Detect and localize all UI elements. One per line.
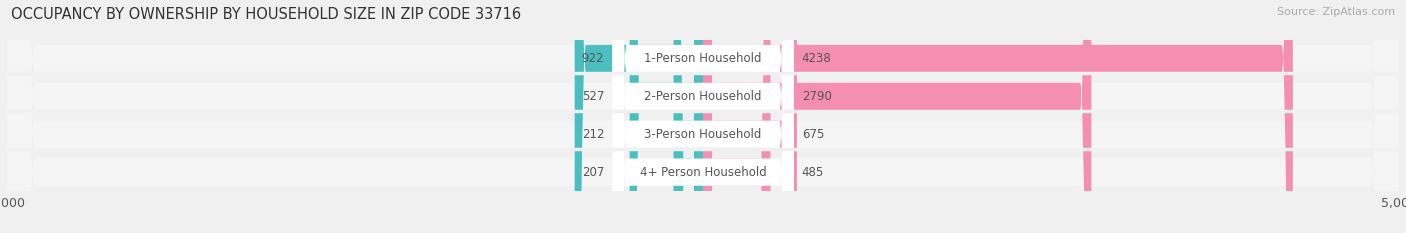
Text: 1-Person Household: 1-Person Household — [644, 52, 762, 65]
Text: 4238: 4238 — [801, 52, 831, 65]
FancyBboxPatch shape — [703, 0, 1091, 233]
FancyBboxPatch shape — [630, 0, 703, 233]
FancyBboxPatch shape — [673, 0, 703, 233]
FancyBboxPatch shape — [703, 0, 797, 233]
Text: 675: 675 — [801, 128, 824, 141]
Text: 485: 485 — [801, 166, 824, 179]
FancyBboxPatch shape — [613, 0, 793, 233]
Text: 207: 207 — [582, 166, 605, 179]
Text: 3-Person Household: 3-Person Household — [644, 128, 762, 141]
Text: OCCUPANCY BY OWNERSHIP BY HOUSEHOLD SIZE IN ZIP CODE 33716: OCCUPANCY BY OWNERSHIP BY HOUSEHOLD SIZE… — [11, 7, 522, 22]
FancyBboxPatch shape — [7, 0, 1399, 233]
Text: 922: 922 — [582, 52, 605, 65]
FancyBboxPatch shape — [7, 0, 1399, 233]
FancyBboxPatch shape — [613, 0, 793, 233]
Text: 212: 212 — [582, 128, 605, 141]
FancyBboxPatch shape — [613, 0, 793, 233]
FancyBboxPatch shape — [7, 0, 1399, 233]
Text: 2790: 2790 — [801, 90, 832, 103]
Text: 2-Person Household: 2-Person Household — [644, 90, 762, 103]
FancyBboxPatch shape — [613, 0, 793, 233]
FancyBboxPatch shape — [575, 0, 703, 233]
FancyBboxPatch shape — [7, 0, 1399, 233]
Text: Source: ZipAtlas.com: Source: ZipAtlas.com — [1277, 7, 1395, 17]
FancyBboxPatch shape — [703, 0, 1294, 233]
FancyBboxPatch shape — [703, 0, 770, 233]
Text: 527: 527 — [582, 90, 605, 103]
FancyBboxPatch shape — [675, 0, 703, 233]
Text: 4+ Person Household: 4+ Person Household — [640, 166, 766, 179]
